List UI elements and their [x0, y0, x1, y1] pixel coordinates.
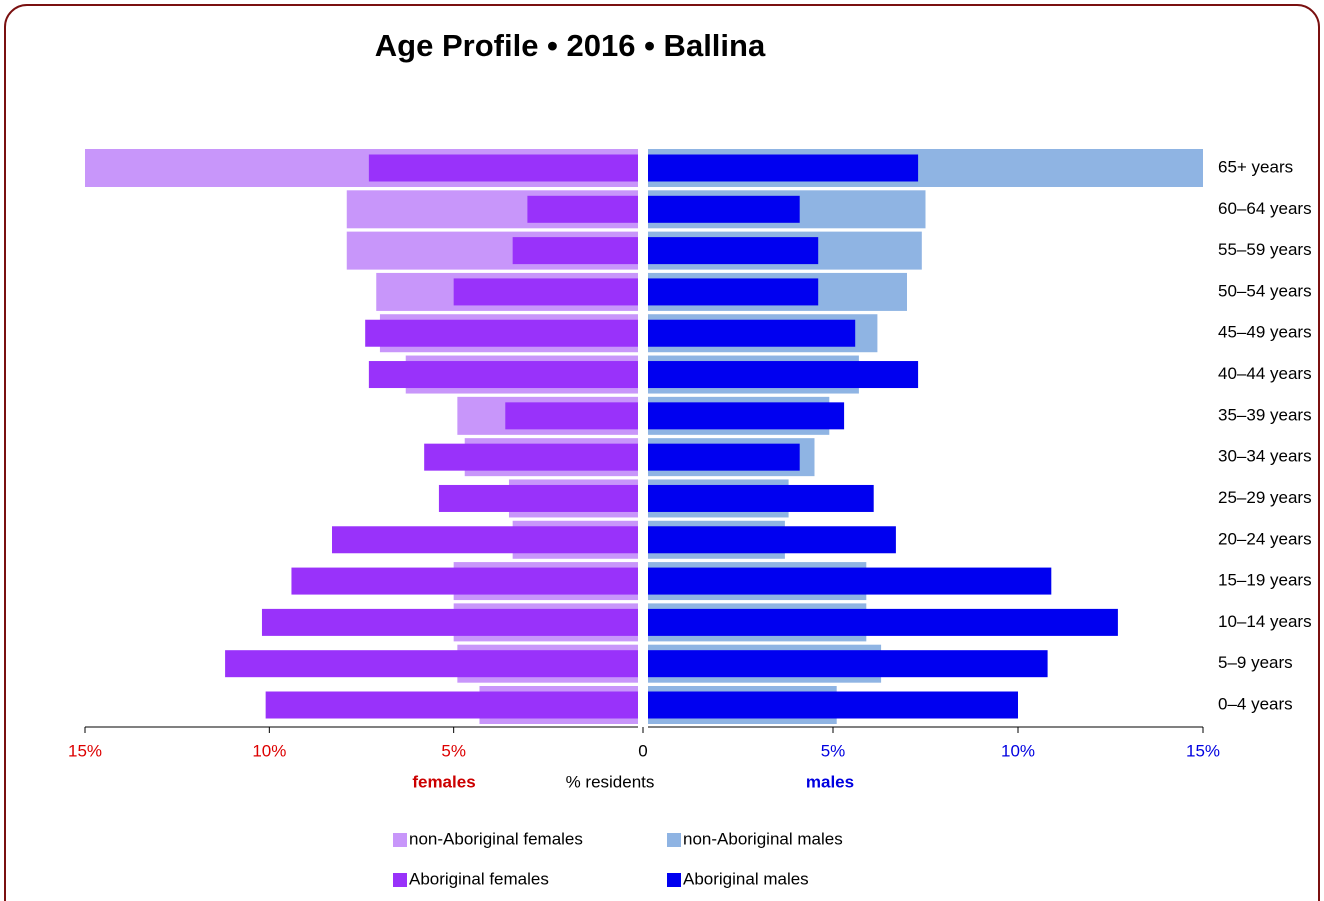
y-tick-label: 65+ years [1218, 157, 1293, 176]
bar [648, 526, 896, 554]
legend-label: non-Aboriginal males [683, 829, 843, 848]
male-label: males [806, 772, 854, 791]
bar [291, 567, 638, 595]
bar [265, 691, 638, 719]
y-tick-label: 25–29 years [1218, 488, 1312, 507]
y-tick-label: 60–64 years [1218, 199, 1312, 218]
bar [648, 278, 819, 306]
bar [512, 237, 638, 265]
legend-swatch [667, 873, 681, 887]
x-axis-label: % residents [566, 772, 655, 791]
legend-label: Aboriginal males [683, 869, 809, 888]
x-tick-label: 10% [252, 741, 286, 760]
bar [453, 278, 638, 306]
legend-swatch [393, 873, 407, 887]
y-tick-label: 45–49 years [1218, 323, 1312, 342]
y-tick-label: 30–34 years [1218, 447, 1312, 466]
bar [648, 443, 800, 471]
y-tick-label: 5–9 years [1218, 653, 1293, 672]
x-tick-label: 5% [441, 741, 466, 760]
bar [648, 650, 1048, 678]
bar [648, 567, 1052, 595]
bar [332, 526, 638, 554]
bar [424, 443, 638, 471]
bar [648, 154, 919, 182]
y-tick-label: 15–19 years [1218, 571, 1312, 590]
bar [648, 237, 819, 265]
y-tick-label: 55–59 years [1218, 240, 1312, 259]
bar [505, 402, 638, 430]
bar [365, 319, 638, 347]
bar [648, 691, 1018, 719]
bar [648, 319, 856, 347]
y-tick-label: 20–24 years [1218, 529, 1312, 548]
bar [527, 195, 638, 223]
bar [438, 484, 638, 512]
legend-label: non-Aboriginal females [409, 829, 583, 848]
y-tick-label: 50–54 years [1218, 281, 1312, 300]
chart-title: Age Profile • 2016 • Ballina [375, 28, 766, 63]
y-tick-label: 10–14 years [1218, 612, 1312, 631]
female-label: females [412, 772, 475, 791]
y-tick-label: 40–44 years [1218, 364, 1312, 383]
x-tick-label: 5% [821, 741, 846, 760]
y-tick-label: 35–39 years [1218, 405, 1312, 424]
bar [261, 608, 638, 636]
x-tick-label: 15% [1186, 741, 1220, 760]
bar [225, 650, 639, 678]
bar [648, 484, 874, 512]
legend-swatch [393, 833, 407, 847]
legend-label: Aboriginal females [409, 869, 549, 888]
bar [648, 402, 845, 430]
bar [648, 361, 919, 389]
y-tick-label: 0–4 years [1218, 694, 1293, 713]
bar [368, 361, 638, 389]
x-tick-label: 10% [1001, 741, 1035, 760]
bar [368, 154, 638, 182]
legend-swatch [667, 833, 681, 847]
x-tick-label: 15% [68, 741, 102, 760]
x-tick-label: 0 [638, 741, 647, 760]
bar [648, 608, 1118, 636]
bar [648, 195, 800, 223]
